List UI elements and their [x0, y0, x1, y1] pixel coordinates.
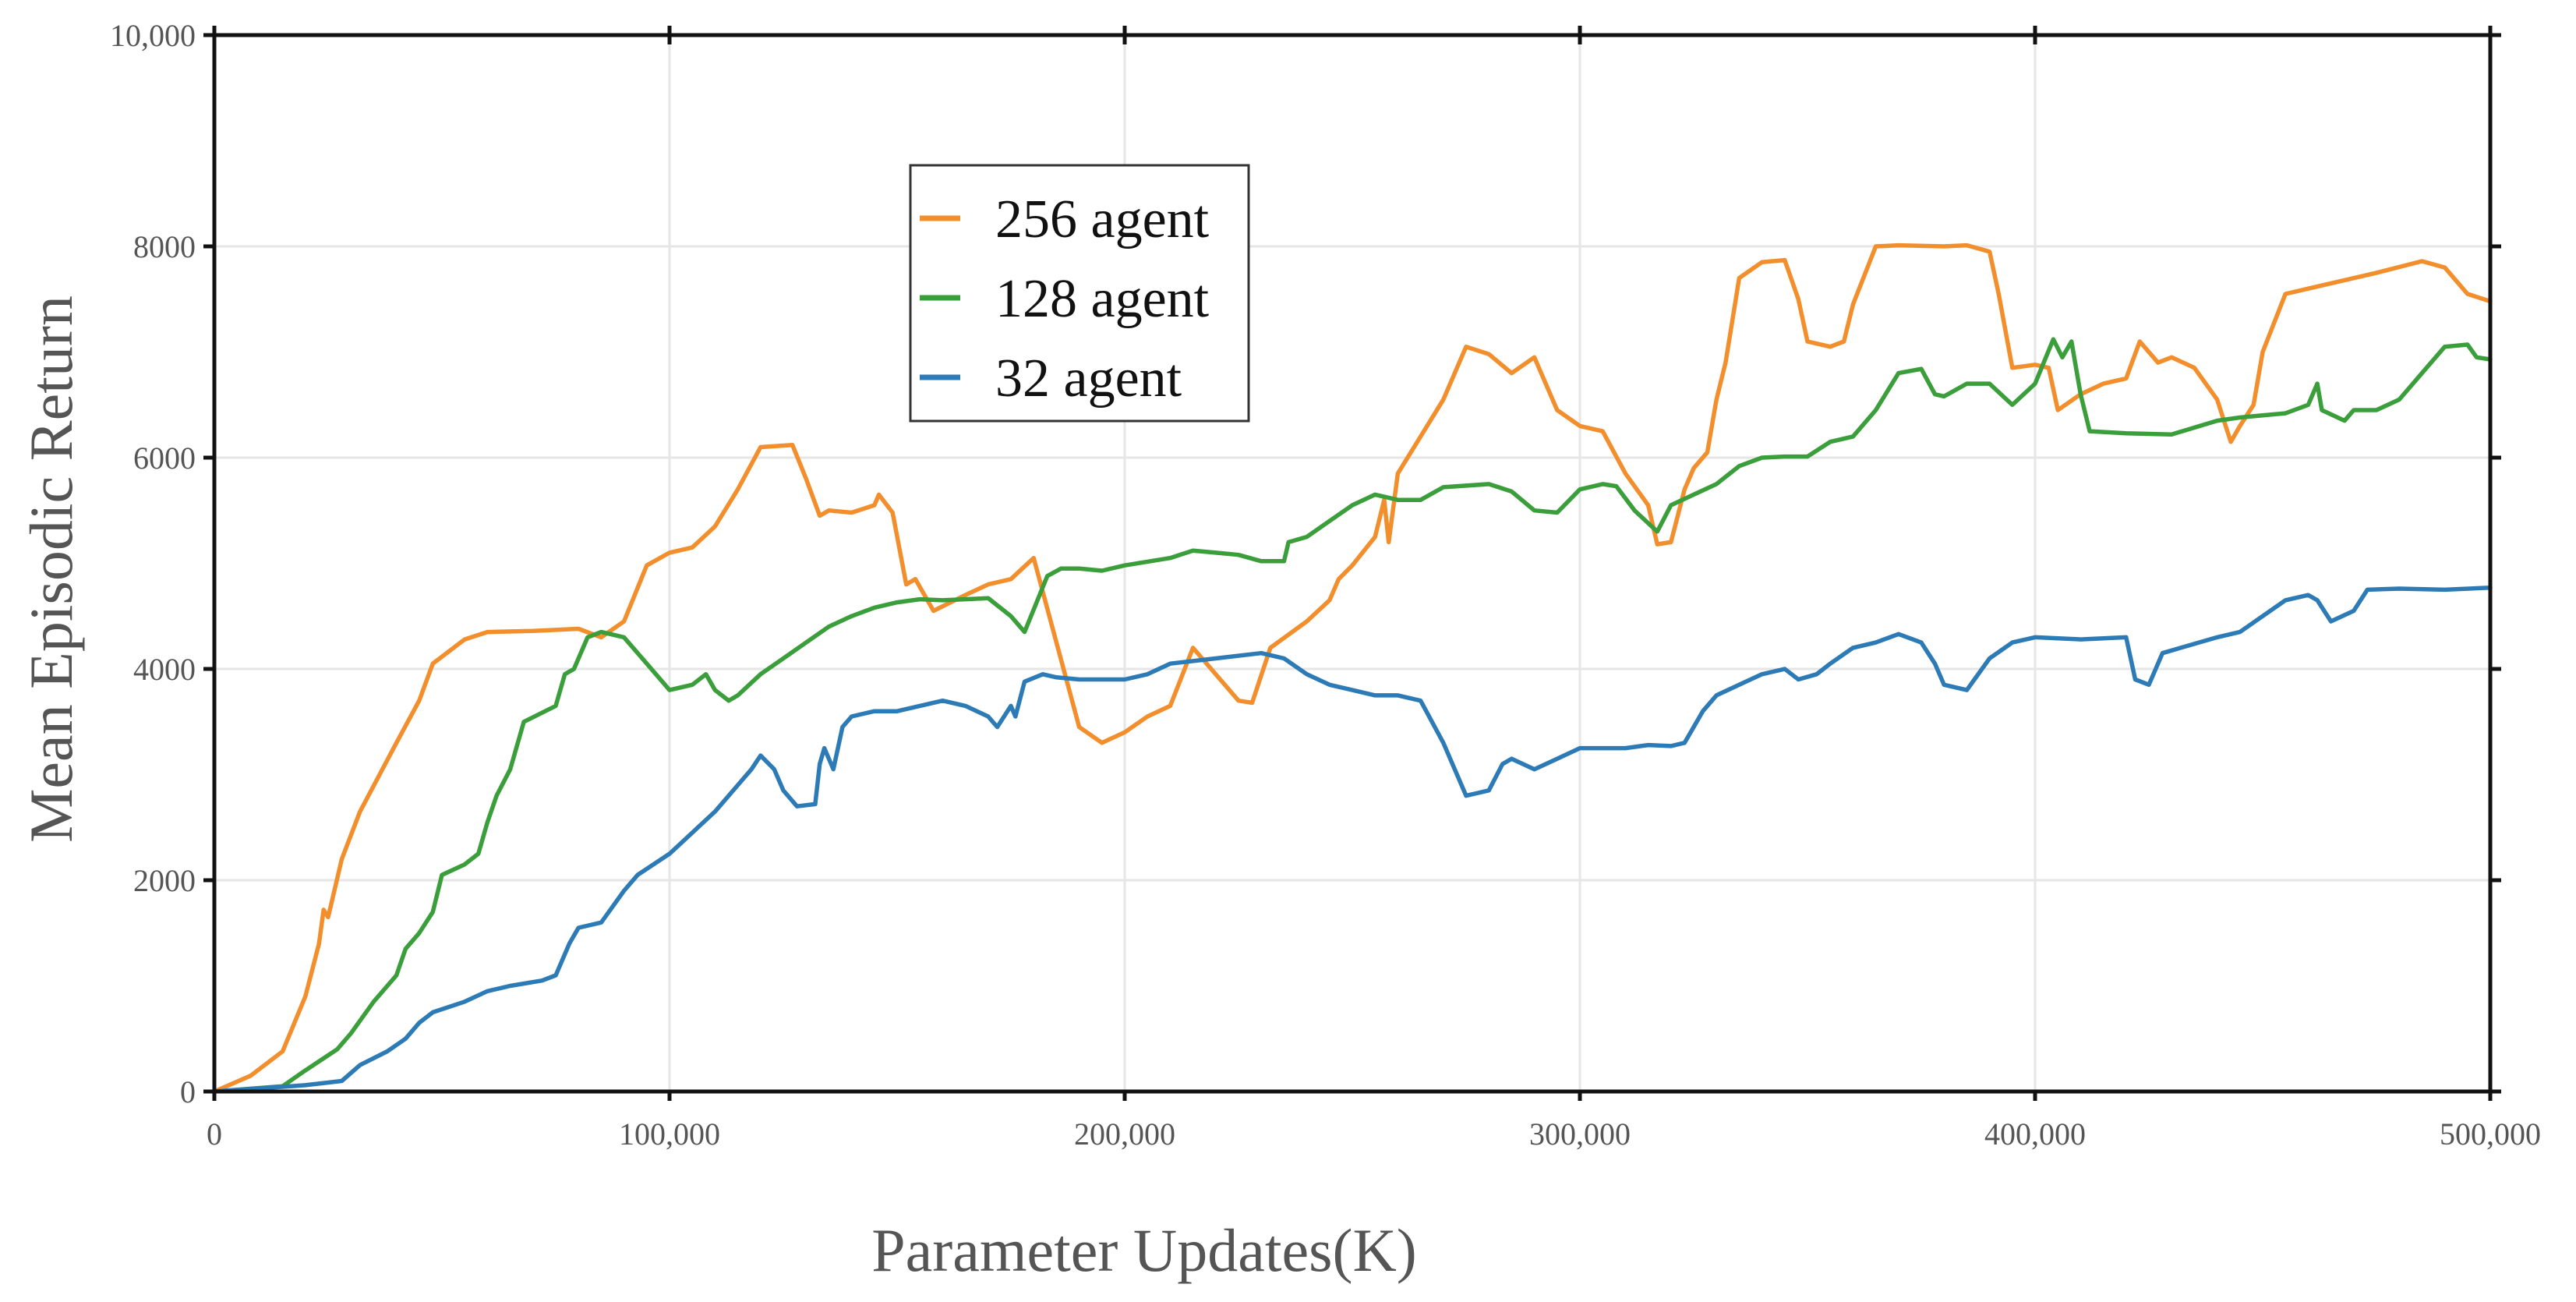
legend-label-32-agent: 32 agent: [995, 348, 1182, 409]
x-tick-label: 0: [207, 1116, 222, 1152]
y-tick-label: 6000: [133, 440, 196, 476]
y-tick-label: 8000: [133, 229, 196, 264]
series-line-256-agent: [212, 242, 2493, 1094]
x-tick-label: 300,000: [1529, 1116, 1631, 1152]
x-axis-title: Parameter Updates(K): [871, 1216, 1417, 1284]
x-tick-label: 200,000: [1074, 1116, 1175, 1152]
series-line-32-agent: [212, 585, 2493, 1094]
y-tick-label: 10,000: [110, 18, 196, 53]
legend-box: [909, 164, 1250, 423]
x-tick-label: 100,000: [619, 1116, 720, 1152]
y-tick-label: 0: [180, 1074, 196, 1109]
tick-layer: 0 100,000 200,000 300,000 400,000 500,000 0 200…: [110, 18, 2541, 1152]
plot-frame: [212, 33, 2493, 1094]
x-tick-label: 400,000: [1984, 1116, 2086, 1152]
legend: 256 agent 128 agent 32 agent: [909, 164, 1250, 423]
y-tick-label: 2000: [133, 863, 196, 898]
legend-label-128-agent: 128 agent: [995, 269, 1210, 329]
series-layer: [212, 242, 2493, 1094]
legend-label-256-agent: 256 agent: [995, 189, 1210, 249]
series-line-128-agent: [212, 337, 2493, 1094]
x-tick-label: 500,000: [2440, 1116, 2541, 1152]
y-axis-title: Mean Episodic Return: [17, 295, 85, 843]
y-tick-label: 4000: [133, 652, 196, 687]
